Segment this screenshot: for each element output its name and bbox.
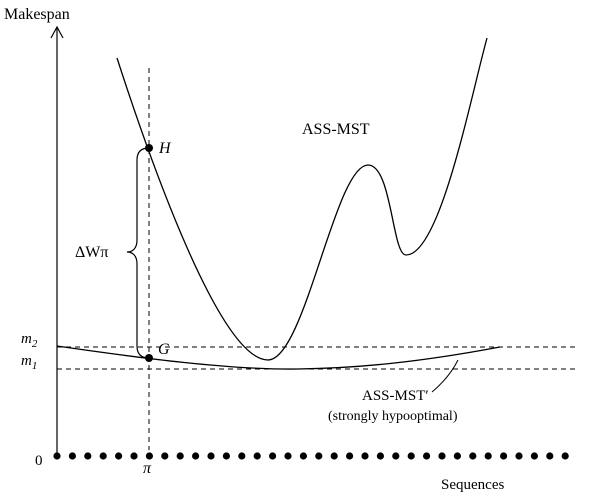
x-axis-dot — [484, 452, 492, 460]
x-axis-dot — [84, 452, 92, 460]
x-axis-dot — [346, 452, 354, 460]
x-axis-dot — [299, 452, 307, 460]
x-axis-dot — [53, 452, 61, 460]
point-g — [145, 354, 153, 362]
m2-subscript: 2 — [32, 338, 38, 350]
x-axis-dot — [130, 452, 138, 460]
ass-mst-prime-curve — [56, 345, 501, 370]
x-axis-dot — [192, 452, 200, 460]
x-axis-dot — [392, 452, 400, 460]
m2-letter: m — [21, 331, 32, 347]
x-axis-dot — [423, 452, 431, 460]
x-axis-dot — [238, 452, 246, 460]
point-h — [145, 144, 153, 152]
x-axis-dot — [269, 452, 277, 460]
x-axis-dot — [68, 452, 76, 460]
x-axis-dot — [453, 452, 461, 460]
x-axis-dot — [500, 452, 508, 460]
ass-mst-label: ASS-MST — [302, 121, 370, 138]
x-axis-dot — [376, 452, 384, 460]
x-axis-dot — [469, 452, 477, 460]
x-axis-label: Sequences — [441, 477, 504, 493]
x-axis-dot — [115, 452, 123, 460]
pi-label: π — [143, 460, 152, 477]
x-axis-dot — [407, 452, 415, 460]
x-axis-dot — [546, 452, 554, 460]
x-axis-dot — [561, 452, 569, 460]
x-axis-dot — [176, 452, 184, 460]
y-axis-arrowhead — [50, 25, 64, 39]
x-axis-dot — [207, 452, 215, 460]
x-axis-dot — [438, 452, 446, 460]
m2-label: m2 — [21, 331, 38, 350]
x-axis-dot — [361, 452, 369, 460]
x-axis-dot — [515, 452, 523, 460]
x-axis-dot — [161, 452, 169, 460]
x-axis-dot — [315, 452, 323, 460]
delta-label: ΔWπ — [75, 244, 108, 261]
ass-mst-prime-label: ASS-MST′ — [362, 388, 429, 404]
zero-label: 0 — [35, 453, 43, 469]
point-h-label: H — [158, 140, 172, 157]
x-axis-dot — [145, 452, 153, 460]
y-axis-label: Makespan — [4, 6, 70, 23]
m1-letter: m — [21, 353, 32, 369]
m1-label: m1 — [21, 353, 37, 372]
x-axis-dot — [253, 452, 261, 460]
m1-subscript: 1 — [32, 360, 38, 372]
x-axis-dot — [330, 452, 338, 460]
delta-brace — [126, 147, 150, 359]
x-axis-dot — [222, 452, 230, 460]
x-axis-dot — [284, 452, 292, 460]
x-axis-dots — [53, 452, 569, 460]
point-g-label: G — [158, 341, 170, 358]
x-axis-dot — [99, 452, 107, 460]
ass-mst-curve — [116, 37, 488, 361]
x-axis-dot — [530, 452, 539, 460]
ass-mst-prime-note: (strongly hypooptimal) — [328, 409, 458, 424]
ass-mst-prime-leader — [431, 359, 459, 393]
